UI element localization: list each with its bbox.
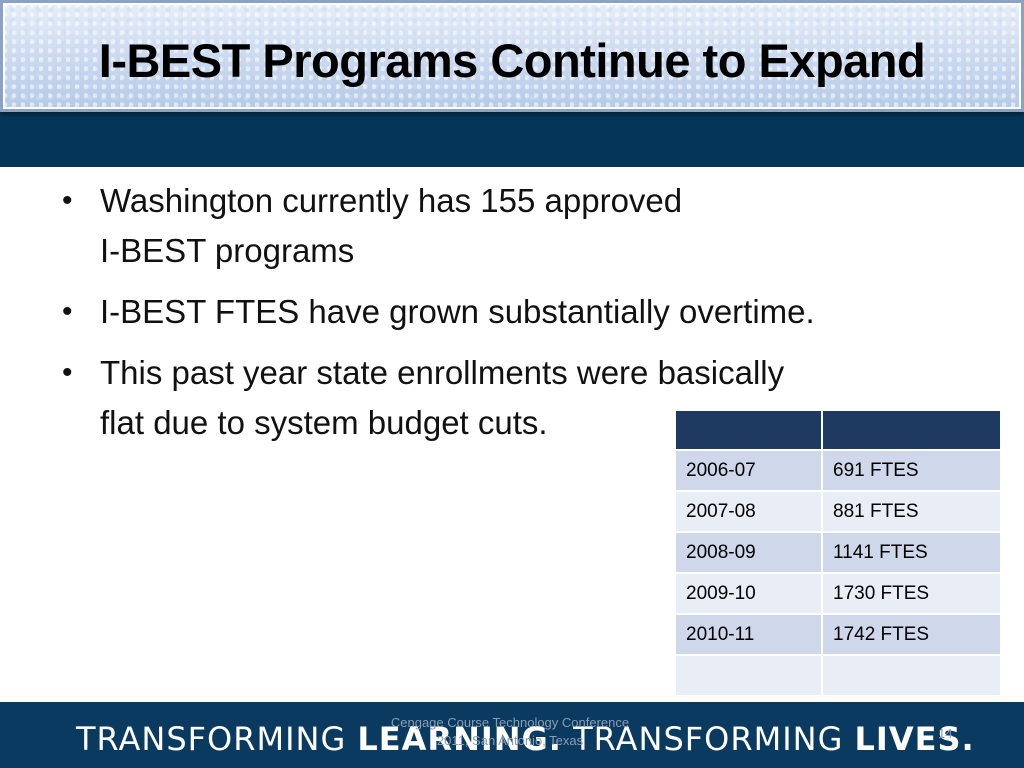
tagline-part: LEARNING.	[357, 720, 562, 758]
table-row: 2006-07 691 FTES	[676, 451, 1000, 490]
ftes-cell: 1141 FTES	[823, 533, 1000, 572]
bullet-icon: •	[62, 356, 73, 389]
bullet-text: flat due to system budget cuts.	[100, 404, 548, 441]
conference-name: Cengage Course Technology Conference	[390, 715, 630, 730]
footer-tagline: TRANSFORMING LEARNING. TRANSFORMING LIVE…	[76, 720, 975, 758]
tagline-part: TRANSFORMING	[561, 720, 855, 758]
year-cell: 2007-08	[676, 492, 821, 531]
bullet-list: • Washington currently has 155 approved …	[62, 176, 942, 459]
bullet-icon: •	[62, 295, 73, 328]
conference-location: 2011, San Antonio, Texas	[436, 733, 584, 748]
slide-title: I-BEST Programs Continue to Expand	[98, 34, 926, 87]
tagline-part: LIVES.	[854, 720, 975, 758]
footer-bar: TRANSFORMING LEARNING. TRANSFORMING LIVE…	[0, 702, 1024, 768]
slide-number: 14	[938, 726, 953, 741]
title-bar: I-BEST Programs Continue to Expand	[0, 0, 1024, 112]
table-row	[676, 656, 1000, 695]
tagline-part: TRANSFORMING	[76, 720, 358, 758]
bullet-icon: •	[62, 184, 73, 217]
bullet-item: • Washington currently has 155 approved …	[62, 176, 850, 276]
bullet-text: Washington currently has 155 approved	[100, 182, 683, 219]
bullet-text: I-BEST FTES have grown substantially ove…	[100, 293, 815, 330]
table-header-row	[676, 411, 1000, 449]
ftes-cell: 1742 FTES	[823, 615, 1000, 654]
year-cell: 2008-09	[676, 533, 821, 572]
bullet-text: I-BEST programs	[100, 232, 355, 269]
bullet-text: This past year state enrollments were ba…	[100, 354, 785, 391]
ftes-cell: 881 FTES	[823, 492, 1000, 531]
year-cell: 2006-07	[676, 451, 821, 490]
header-band	[0, 112, 1024, 167]
bullet-item: • I-BEST FTES have grown substantially o…	[62, 287, 942, 337]
ftes-cell: 1730 FTES	[823, 574, 1000, 613]
bullet-item: • This past year state enrollments were …	[62, 348, 920, 448]
table-row: 2007-08 881 FTES	[676, 492, 1000, 531]
year-cell: 2009-10	[676, 574, 821, 613]
ftes-cell: 691 FTES	[823, 451, 1000, 490]
ftes-cell	[823, 656, 1000, 695]
conference-note: Cengage Course Technology Conference 201…	[300, 714, 720, 750]
table-header-cell	[823, 411, 1000, 449]
year-cell	[676, 656, 821, 695]
ftes-table: 2006-07 691 FTES 2007-08 881 FTES 2008-0…	[674, 409, 1002, 697]
table-row: 2008-09 1141 FTES	[676, 533, 1000, 572]
table-row: 2010-11 1742 FTES	[676, 615, 1000, 654]
year-cell: 2010-11	[676, 615, 821, 654]
table-header-cell	[676, 411, 821, 449]
table-row: 2009-10 1730 FTES	[676, 574, 1000, 613]
